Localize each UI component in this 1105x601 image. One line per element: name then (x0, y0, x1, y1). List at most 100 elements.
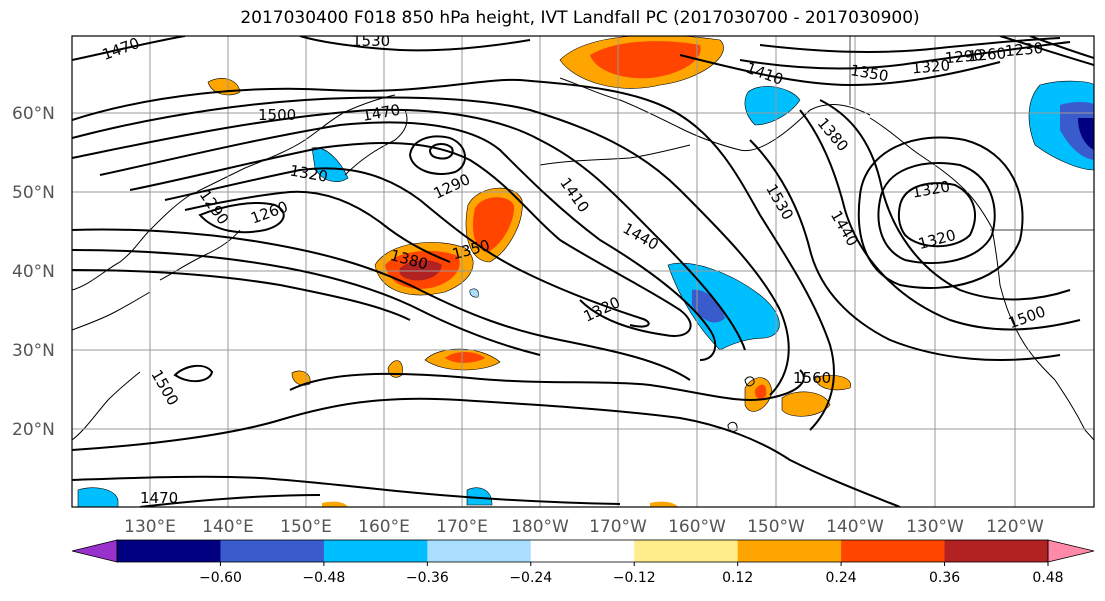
height-contours (72, 36, 1094, 507)
contour-9 (72, 228, 691, 381)
shade-patch-subtrop-1-inner (445, 352, 485, 363)
lat-label: 20°N (12, 420, 55, 440)
colorbar-tick-label: −0.12 (613, 570, 656, 586)
contour-loop-1 (408, 135, 466, 175)
contour-east-2 (799, 109, 1081, 331)
lon-label: 160°W (668, 517, 726, 537)
contour-east-1 (819, 99, 1071, 301)
colorbar-extend-high (1047, 539, 1095, 563)
colorbar-segment (944, 540, 1049, 562)
map-area: 1470 1530 1500 1470 1320 1290 1260 1290 … (72, 32, 1094, 507)
lat-label: 50°N (12, 183, 55, 203)
lon-label: 130°W (906, 517, 964, 537)
lat-label: 30°N (12, 341, 55, 361)
shade-patch-blue-2 (744, 86, 801, 126)
coast-baja (1054, 379, 1094, 441)
colorbar-segments (71, 539, 1095, 563)
lon-label: 140°E (202, 517, 254, 537)
colorbar-tick-label: 0.12 (722, 570, 753, 586)
contour-1 (72, 78, 835, 431)
lon-label: 170°E (436, 517, 488, 537)
contour-ne-1 (999, 36, 1094, 66)
colorbar-segment (841, 540, 946, 562)
contour-west-low (173, 364, 214, 383)
contour-label: 1500 (258, 106, 296, 124)
coast-us-west (991, 227, 1056, 381)
lon-label: 140°W (826, 517, 884, 537)
lon-label: 130°E (124, 517, 176, 537)
contour-8 (198, 202, 285, 234)
colorbar-segment (737, 540, 842, 562)
contour-label: 1260 (967, 44, 1007, 65)
colorbar-segment (323, 540, 428, 562)
lat-label: 40°N (12, 262, 55, 282)
colorbar-segment (530, 540, 635, 562)
contour-1530-south (72, 397, 901, 507)
contour-east-low-2 (877, 162, 996, 264)
shade-patch-blue-5 (77, 487, 119, 507)
contour-6 (164, 167, 650, 328)
latitude-labels: 60°N 50°N 40°N 30°N 20°N (12, 104, 55, 440)
contour-1470-south (139, 494, 321, 507)
lon-label: 150°W (747, 517, 805, 537)
contour-nw-1 (72, 36, 186, 61)
colorbar-tick-label: −0.36 (406, 570, 449, 586)
shade-patch-south-2 (322, 501, 348, 507)
colorbar-segment (634, 540, 739, 562)
contour-east-3 (749, 139, 1061, 361)
contour-11 (72, 269, 411, 321)
colorbar-tick-label: 0.24 (826, 570, 857, 586)
shade-patch-blue-6 (469, 288, 479, 298)
shade-patch-blue-4-mid (1060, 101, 1094, 160)
colorbar-tick-label: 0.48 (1032, 570, 1063, 586)
shade-patch-blue-1-inner (692, 289, 725, 323)
contour-2 (72, 96, 790, 396)
contour-ne-2 (1029, 36, 1094, 59)
contour-label: 1530 (352, 32, 390, 50)
lon-label: 160°E (358, 517, 410, 537)
colorbar: −0.60 −0.48 −0.36 −0.24 −0.12 0.12 0.24 0.36 0.4… (71, 539, 1095, 586)
contour-north-1 (739, 41, 1071, 70)
contour-loop-2 (428, 143, 454, 160)
map-title: 2017030400 F018 850 hPa height, IVT Land… (240, 8, 920, 28)
colorbar-tick-label: 0.36 (929, 570, 960, 586)
contour-3 (72, 108, 746, 351)
contour-label: 1290 (944, 46, 984, 67)
map-frame (71, 35, 1095, 508)
colorbar-segment (117, 540, 221, 562)
colorbar-segment (427, 540, 532, 562)
lat-label: 60°N (12, 104, 55, 124)
shade-patch-south-3 (650, 501, 678, 507)
contour-7 (184, 190, 451, 263)
contour-label: 1470 (140, 489, 178, 507)
colorbar-tick-label: −0.48 (302, 570, 345, 586)
lon-label: 170°W (589, 517, 647, 537)
ivt-shading (77, 36, 1094, 507)
contour-nw-2 (299, 36, 531, 52)
shade-patch-central-1-core (399, 260, 442, 281)
coast-bc (869, 117, 993, 229)
colorbar-segment (220, 540, 325, 562)
shade-patch-central-2-inner (472, 197, 515, 252)
lon-label: 150°E (280, 517, 332, 537)
contour-1500-south (72, 475, 621, 505)
colorbar-tick-label: −0.24 (509, 570, 552, 586)
coast-korea-china (72, 291, 151, 331)
contour-label: 1320 (911, 56, 951, 77)
coast-aleutians (539, 144, 691, 166)
shade-patch-south-1 (466, 487, 493, 506)
contour-east-low-1 (897, 182, 976, 248)
colorbar-tick-label: −0.60 (199, 570, 242, 586)
colorbar-ticks: −0.60 −0.48 −0.36 −0.24 −0.12 0.12 0.24 0.36 0.4… (199, 562, 1064, 586)
contour-5 (129, 142, 692, 337)
contour-1560 (289, 369, 805, 401)
coast-china-south (72, 371, 141, 441)
contour-4 (99, 121, 717, 361)
contour-10 (72, 249, 541, 356)
colorbar-outline (116, 539, 1049, 563)
contour-label: 1560 (793, 369, 831, 387)
longitude-labels: 130°E 140°E 150°E 160°E 170°E 180°W 170°… (124, 517, 1044, 537)
coast-kamchatka (344, 109, 408, 176)
coast-asia (72, 94, 396, 291)
